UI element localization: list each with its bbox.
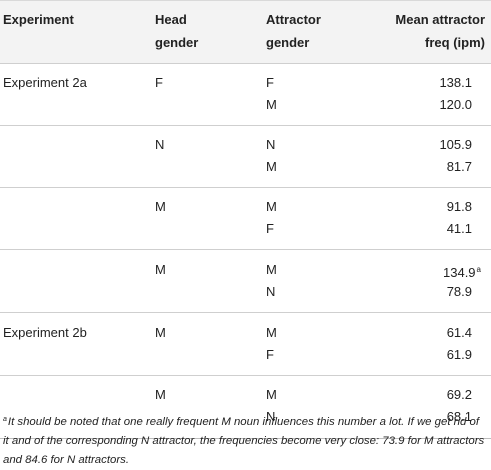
frequency-table: Experiment Head gender Attractor gender … [0, 0, 491, 439]
table-row: Experiment 2a F F 138.1 [0, 72, 491, 94]
cell-mean-freq-value: 69.2 [446, 387, 472, 402]
table-row: N 78.9 [0, 281, 491, 303]
cell-mean-freq: 134.9a [443, 259, 481, 284]
cell-attractor-gender: N [266, 409, 276, 424]
table-row: F 61.9 [0, 344, 491, 366]
header-experiment: Experiment [3, 12, 74, 27]
header-attractor-gender: Attractor gender [266, 12, 321, 50]
cell-head-gender: M [155, 199, 166, 214]
table-row: N N 105.9 [0, 134, 491, 156]
table-footnote: aIt should be noted that one really freq… [3, 410, 485, 470]
cell-mean-freq: 138.1 [439, 72, 472, 94]
cell-mean-freq-value: 138.1 [439, 75, 472, 90]
cell-mean-freq-value: 61.9 [446, 347, 472, 362]
cell-mean-freq-value: 120.0 [439, 97, 472, 112]
cell-mean-freq-value: 81.7 [446, 159, 472, 174]
cell-mean-freq-value: 91.8 [446, 199, 472, 214]
footnote-text: It should be noted that one really frequ… [3, 416, 485, 466]
table-group: N N 105.9 M 81.7 [0, 126, 491, 188]
cell-attractor-gender: M [266, 262, 277, 277]
cell-mean-freq: 105.9 [439, 134, 472, 156]
table-group: M M 91.8 F 41.1 [0, 188, 491, 250]
cell-mean-freq-value: 61.4 [446, 325, 472, 340]
table-group: M M 134.9a N 78.9 [0, 250, 491, 313]
cell-attractor-gender: M [266, 97, 277, 112]
cell-attractor-gender: N [266, 284, 276, 299]
cell-mean-freq: 41.1 [447, 218, 472, 240]
table-body: Experiment 2a F F 138.1 M 120.0 N N 105.9 M 81.7 M M… [0, 64, 491, 439]
cell-mean-freq: 120.0 [439, 94, 472, 116]
footnote-ref: a [476, 265, 481, 274]
table-row: M M 91.8 [0, 196, 491, 218]
cell-mean-freq-value: 41.1 [446, 221, 472, 236]
cell-mean-freq: 91.8 [447, 196, 472, 218]
cell-attractor-gender: F [266, 75, 274, 90]
cell-attractor-gender: M [266, 159, 277, 174]
cell-mean-freq-value: 78.9 [446, 284, 472, 299]
cell-attractor-gender: M [266, 325, 277, 340]
table-row: M 120.0 [0, 94, 491, 116]
table-group: Experiment 2b M M 61.4 F 61.9 [0, 313, 491, 376]
table-row: Experiment 2b M M 61.4 [0, 322, 491, 344]
footnote-marker: a [3, 416, 7, 423]
table-row: M M 134.9a [0, 259, 491, 281]
table-row: M M 69.2 [0, 384, 491, 406]
cell-attractor-gender: N [266, 137, 276, 152]
cell-mean-freq-value: 105.9 [439, 137, 472, 152]
cell-mean-freq: 81.7 [447, 156, 472, 178]
cell-attractor-gender: F [266, 221, 274, 236]
header-mean-freq: Mean attractor freq (ipm) [395, 12, 485, 50]
cell-head-gender: M [155, 325, 166, 340]
cell-mean-freq: 61.9 [447, 344, 472, 366]
cell-mean-freq: 69.2 [447, 384, 472, 406]
table-row: N 68.1 [0, 406, 491, 428]
table-group: Experiment 2a F F 138.1 M 120.0 [0, 64, 491, 126]
cell-experiment: Experiment 2b [3, 325, 87, 340]
table-row: M 81.7 [0, 156, 491, 178]
table-group: M M 69.2 N 68.1 [0, 376, 491, 439]
cell-mean-freq-value: 68.1 [446, 409, 472, 424]
cell-attractor-gender: F [266, 347, 274, 362]
cell-mean-freq: 61.4 [447, 322, 472, 344]
cell-mean-freq-value: 134.9 [443, 265, 476, 280]
cell-head-gender: F [155, 75, 163, 90]
header-head-gender: Head gender [155, 12, 199, 50]
cell-attractor-gender: M [266, 387, 277, 402]
cell-mean-freq: 78.9 [447, 281, 472, 303]
cell-head-gender: M [155, 262, 166, 277]
cell-mean-freq: 68.1 [447, 406, 472, 428]
cell-head-gender: M [155, 387, 166, 402]
table-row: F 41.1 [0, 218, 491, 240]
table-header: Experiment Head gender Attractor gender … [0, 0, 491, 64]
cell-head-gender: N [155, 137, 165, 152]
cell-experiment: Experiment 2a [3, 75, 87, 90]
cell-attractor-gender: M [266, 199, 277, 214]
